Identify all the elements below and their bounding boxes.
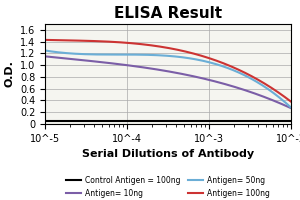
Title: ELISA Result: ELISA Result	[114, 6, 222, 21]
Legend: Control Antigen = 100ng, Antigen= 10ng, Antigen= 50ng, Antigen= 100ng: Control Antigen = 100ng, Antigen= 10ng, …	[63, 173, 273, 200]
Y-axis label: O.D.: O.D.	[4, 61, 14, 87]
X-axis label: Serial Dilutions of Antibody: Serial Dilutions of Antibody	[82, 149, 254, 159]
